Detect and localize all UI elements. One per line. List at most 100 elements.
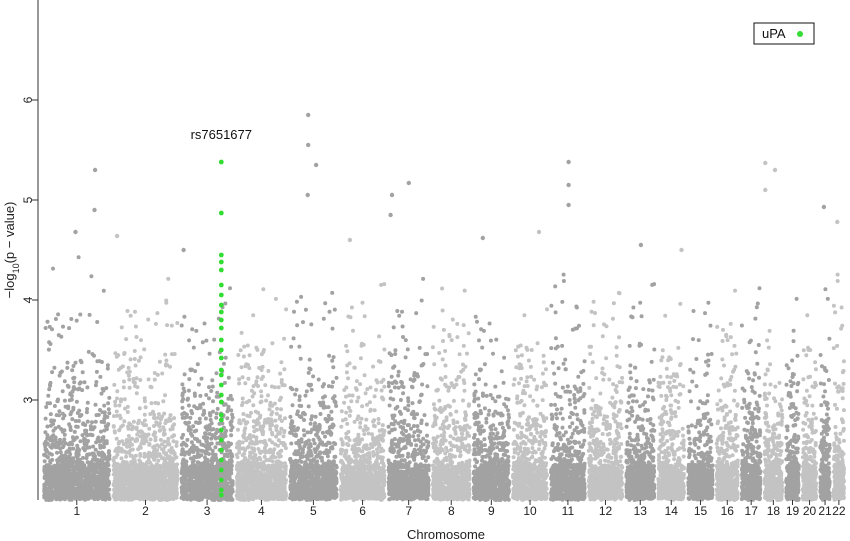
snp-point [268,403,273,408]
snp-point [215,390,220,395]
snp-point [94,440,99,445]
snp-point [45,455,50,460]
snp-point [78,358,83,363]
snp-point [58,495,63,500]
snp-point [277,416,282,421]
snp-point [294,387,299,392]
snp-point [254,382,259,387]
snp-point [68,428,73,432]
snp-point [211,485,216,490]
snp-point [128,492,133,497]
snp-point [203,436,208,441]
snp-point [122,351,127,355]
snp-point [283,465,288,470]
snp-point [156,458,161,463]
snp-point [105,424,110,428]
snp-point [214,482,219,487]
snp-point [61,324,65,329]
snp-point [129,468,134,473]
snp-point [186,388,191,393]
snp-point [291,424,296,429]
snp-point [268,418,273,423]
snp-point [269,412,274,417]
snp-point [224,476,228,480]
snp-point [188,415,193,420]
snp-point [152,412,157,417]
snp-point [187,377,192,382]
snp-point [86,470,91,475]
snp-point [62,453,67,458]
snp-point [311,437,316,442]
snp-point [185,497,190,502]
snp-point [161,399,166,404]
snp-point [81,467,86,472]
snp-point [140,421,145,426]
snp-point [101,388,106,393]
snp-point [53,464,58,468]
snp-point [133,309,137,314]
snp-point [49,437,54,442]
snp-point [302,433,307,438]
snp-point [58,450,63,455]
snp-point [191,424,196,429]
snp-point [241,465,246,470]
snp-point [158,437,163,442]
snp-point [80,496,85,501]
snp-point [222,463,227,468]
snp-point [63,404,68,409]
snp-point [274,464,279,469]
snp-point [236,468,241,472]
snp-point [165,492,170,497]
snp-point [156,464,161,469]
snp-point [144,477,149,482]
snp-point [191,458,196,463]
snp-point [207,443,212,448]
snp-point [86,349,91,354]
snp-point [128,448,133,453]
snp-point [75,424,80,429]
snp-point [128,357,133,362]
snp-point [94,380,99,384]
snp-point [87,445,92,450]
snp-point [112,429,117,434]
snp-point [45,319,50,324]
snp-point [125,410,130,414]
snp-point [169,488,174,493]
snp-point [294,433,298,438]
snp-point [198,403,203,408]
snp-point [226,375,231,380]
snp-point [123,406,127,411]
snp-point [181,457,186,462]
snp-point [228,480,233,485]
snp-point [107,411,112,416]
snp-point [97,439,102,444]
snp-point [327,441,332,446]
snp-point [209,436,214,441]
snp-point [212,337,217,342]
snp-point [142,399,147,404]
snp-point [323,442,328,447]
snp-point [260,484,265,489]
snp-point [229,497,234,502]
snp-point [153,435,158,440]
snp-point [182,314,187,319]
snp-point [192,454,197,459]
snp-point [184,414,189,419]
snp-point [169,463,174,468]
snp-point [226,404,231,409]
snp-point [81,446,86,451]
snp-point [93,447,98,452]
snp-point [259,399,264,404]
snp-point [67,490,72,495]
snp-point [164,480,169,485]
snp-point [221,361,226,366]
snp-point [207,385,211,390]
snp-point [88,424,93,429]
snp-point [142,347,147,352]
snp-point [203,471,208,476]
snp-point [99,458,104,462]
snp-point [197,416,202,421]
snp-point [182,452,187,457]
snp-point [320,430,325,435]
snp-point [128,422,133,427]
